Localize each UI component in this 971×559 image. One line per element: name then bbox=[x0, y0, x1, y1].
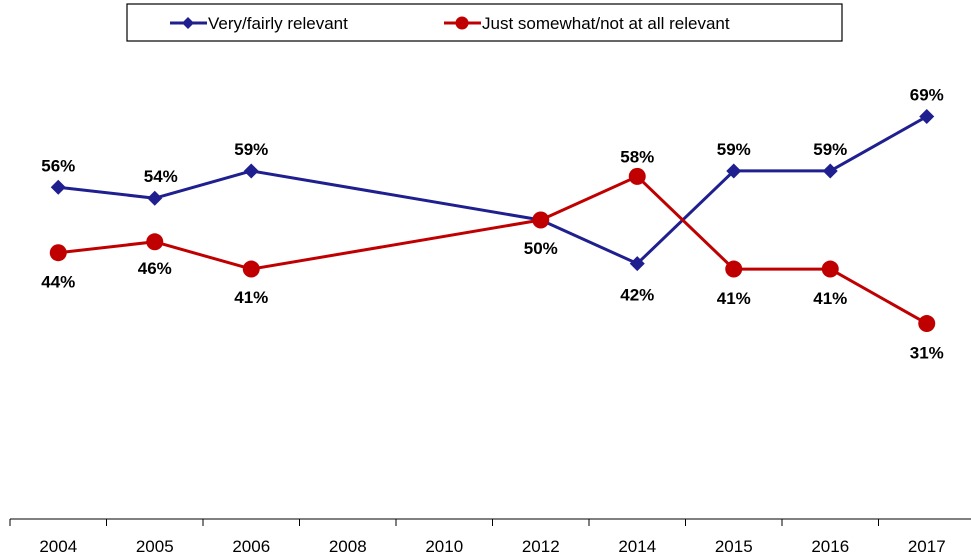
data-label: 42% bbox=[620, 286, 654, 305]
data-point-diamond bbox=[50, 179, 66, 195]
data-label: 41% bbox=[234, 288, 268, 307]
data-label: 59% bbox=[717, 140, 751, 159]
data-point-circle bbox=[49, 244, 67, 262]
data-point-circle bbox=[725, 260, 743, 278]
data-label: 54% bbox=[144, 167, 178, 186]
data-point-circle bbox=[532, 211, 550, 229]
data-point-diamond bbox=[822, 163, 838, 179]
x-tick-label: 2004 bbox=[39, 537, 77, 556]
x-tick-label: 2008 bbox=[329, 537, 367, 556]
x-tick-label: 2014 bbox=[618, 537, 656, 556]
data-label: 41% bbox=[813, 289, 847, 308]
legend-box bbox=[126, 3, 843, 42]
legend-circle-marker bbox=[455, 16, 469, 30]
data-point-diamond bbox=[243, 163, 259, 179]
data-point-diamond bbox=[147, 190, 163, 206]
x-axis: 2004 2005 2006 2008 2010 2012 2014 2015 2016 2017 bbox=[9, 518, 971, 556]
chart-legend: Very/fairly relevant Just somewhat/not a… bbox=[126, 3, 843, 42]
series-markers bbox=[49, 108, 936, 333]
legend-diamond-marker bbox=[182, 17, 194, 29]
series-lines bbox=[58, 115, 928, 325]
data-label: 58% bbox=[620, 147, 654, 166]
data-point-circle bbox=[146, 233, 164, 251]
data-label: 59% bbox=[234, 140, 268, 159]
x-tick-label: 2012 bbox=[522, 537, 560, 556]
series-line-1 bbox=[58, 174, 928, 325]
x-tick-label: 2005 bbox=[136, 537, 174, 556]
data-point-circle bbox=[628, 167, 646, 185]
data-label: 50% bbox=[524, 239, 558, 258]
data-point-diamond bbox=[629, 256, 645, 272]
data-point-diamond bbox=[919, 108, 935, 124]
data-point-circle bbox=[918, 315, 936, 333]
x-tick-label: 2015 bbox=[715, 537, 753, 556]
x-tick-label: 2017 bbox=[908, 537, 946, 556]
data-label: 31% bbox=[910, 344, 944, 363]
data-point-circle bbox=[242, 260, 260, 278]
x-tick-label: 2006 bbox=[232, 537, 270, 556]
data-label: 69% bbox=[910, 85, 944, 104]
legend-label-just-somewhat: Just somewhat/not at all relevant bbox=[482, 14, 730, 33]
data-label: 59% bbox=[813, 140, 847, 159]
data-label: 41% bbox=[717, 289, 751, 308]
x-tick-label: 2016 bbox=[811, 537, 849, 556]
data-label: 44% bbox=[41, 273, 75, 292]
data-point-circle bbox=[821, 260, 839, 278]
data-label: 56% bbox=[41, 156, 75, 175]
legend-label-very-fairly: Very/fairly relevant bbox=[208, 14, 348, 33]
series-line-0 bbox=[58, 115, 928, 266]
x-tick-label: 2010 bbox=[425, 537, 463, 556]
data-point-diamond bbox=[726, 163, 742, 179]
data-labels: 56% 54% 59% 42% 59% 59% 69% 44% 46% 41% 50% 58% 41% 4… bbox=[41, 85, 944, 362]
data-label: 46% bbox=[138, 259, 172, 278]
